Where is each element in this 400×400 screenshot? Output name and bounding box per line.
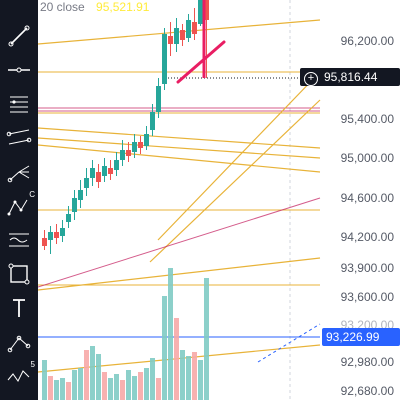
- volume-bar: [192, 352, 197, 400]
- volume-bar: [144, 368, 149, 400]
- volume-bar: [90, 346, 95, 400]
- volume-bar: [126, 370, 131, 400]
- candle-body: [126, 150, 131, 156]
- trend-line: [157, 71, 321, 241]
- last-price-value: 95,521.91: [96, 0, 150, 14]
- projection-line: [257, 323, 321, 363]
- price-axis-label: 92,680.00: [340, 384, 394, 398]
- trend-line-tool-icon[interactable]: [3, 20, 35, 52]
- wave-tool-icon[interactable]: 5: [3, 360, 35, 392]
- candle-body: [90, 168, 95, 178]
- tool-corner-label: C: [29, 190, 35, 199]
- volume-bar: [198, 360, 203, 400]
- trend-line: [149, 99, 321, 263]
- volume-bar: [132, 376, 137, 400]
- price-axis-label: 92,980.00: [340, 355, 394, 369]
- volume-bar: [42, 360, 47, 400]
- volume-bar: [54, 380, 59, 400]
- candle-body: [186, 20, 191, 38]
- volume-bar: [66, 382, 71, 400]
- candle-body: [108, 168, 113, 174]
- add-alert-plus-icon[interactable]: +: [304, 72, 318, 86]
- price-axis-label: 95,000.00: [340, 151, 394, 165]
- volume-bar: [96, 354, 101, 400]
- legend-header: 20 close 95,521.91: [38, 0, 149, 14]
- volume-bar: [108, 378, 113, 400]
- horizontal-line-tool-icon[interactable]: [3, 54, 35, 86]
- candle-body: [198, 0, 203, 24]
- candle-body: [204, 0, 209, 20]
- volume-bar: [180, 350, 185, 400]
- volume-bar: [84, 350, 89, 400]
- candle-body: [180, 30, 185, 40]
- candle-body: [54, 232, 59, 238]
- trend-line: [38, 257, 321, 291]
- candle-body: [174, 28, 179, 44]
- volume-bar: [174, 318, 179, 400]
- price-axis-label: 96,200.00: [340, 34, 394, 48]
- volume-bar: [78, 368, 83, 400]
- candle-body: [168, 36, 173, 44]
- horizontal-line-price-badge[interactable]: 93,226.99: [322, 328, 400, 346]
- rectangle-tool-icon[interactable]: [3, 258, 35, 290]
- candle-body: [150, 112, 155, 130]
- candle-body: [60, 228, 65, 236]
- volume-bar: [102, 372, 107, 400]
- crosshair-price-value: 95,816.44: [324, 70, 378, 84]
- volume-bar: [186, 356, 191, 400]
- volume-bar: [204, 278, 209, 400]
- chart-canvas[interactable]: [38, 0, 400, 400]
- price-axis-label: 94,600.00: [340, 191, 394, 205]
- candle-body: [192, 22, 197, 34]
- elliott-wave-tool-icon[interactable]: [3, 224, 35, 256]
- volume-bar: [156, 378, 161, 400]
- price-axis-label: 93,600.00: [340, 290, 394, 304]
- trend-line: [38, 144, 321, 173]
- trend-line: [38, 127, 321, 149]
- volume-bar: [48, 376, 53, 400]
- candle-body: [138, 142, 143, 148]
- horizontal-line-price-value: 93,226.99: [326, 330, 380, 344]
- price-axis-label: 95,400.00: [340, 112, 394, 126]
- candle-body: [42, 238, 47, 246]
- volume-bar: [162, 296, 167, 400]
- price-axis-label: 93,900.00: [340, 261, 394, 275]
- tool-corner-label: 5: [30, 360, 35, 369]
- candle-body: [84, 178, 89, 188]
- interval-label: 20 close: [40, 0, 85, 14]
- xabcd-pattern-tool-icon[interactable]: C: [3, 190, 35, 222]
- volume-bar: [168, 268, 173, 400]
- volume-bar: [138, 372, 143, 400]
- candle-body: [48, 232, 53, 240]
- volume-bar: [114, 374, 119, 400]
- candle-body: [156, 86, 161, 112]
- candle-body: [144, 134, 149, 146]
- candle-body: [162, 34, 167, 84]
- measure-tool-icon[interactable]: [3, 326, 35, 358]
- candle-body: [120, 150, 125, 160]
- candle-body: [72, 198, 77, 212]
- fib-retracement-tool-icon[interactable]: [3, 88, 35, 120]
- trend-line: [38, 137, 321, 159]
- candle-body: [96, 172, 101, 182]
- channel-tool-icon[interactable]: [3, 122, 35, 154]
- crosshair-price-badge[interactable]: +95,816.44: [300, 68, 400, 86]
- pitchfork-tool-icon[interactable]: [3, 156, 35, 188]
- trend-line: [38, 197, 321, 288]
- volume-bar: [120, 380, 125, 400]
- highlight-stroke: [176, 40, 226, 84]
- candle-body: [66, 214, 71, 222]
- text-tool-icon[interactable]: [3, 292, 35, 324]
- price-axis-label: 94,200.00: [340, 230, 394, 244]
- candle-body: [78, 190, 83, 200]
- volume-bar: [60, 378, 65, 400]
- candle-body: [114, 160, 119, 170]
- volume-bar: [150, 358, 155, 400]
- volume-bar: [72, 370, 77, 400]
- candle-body: [102, 166, 107, 176]
- candle-body: [132, 142, 137, 152]
